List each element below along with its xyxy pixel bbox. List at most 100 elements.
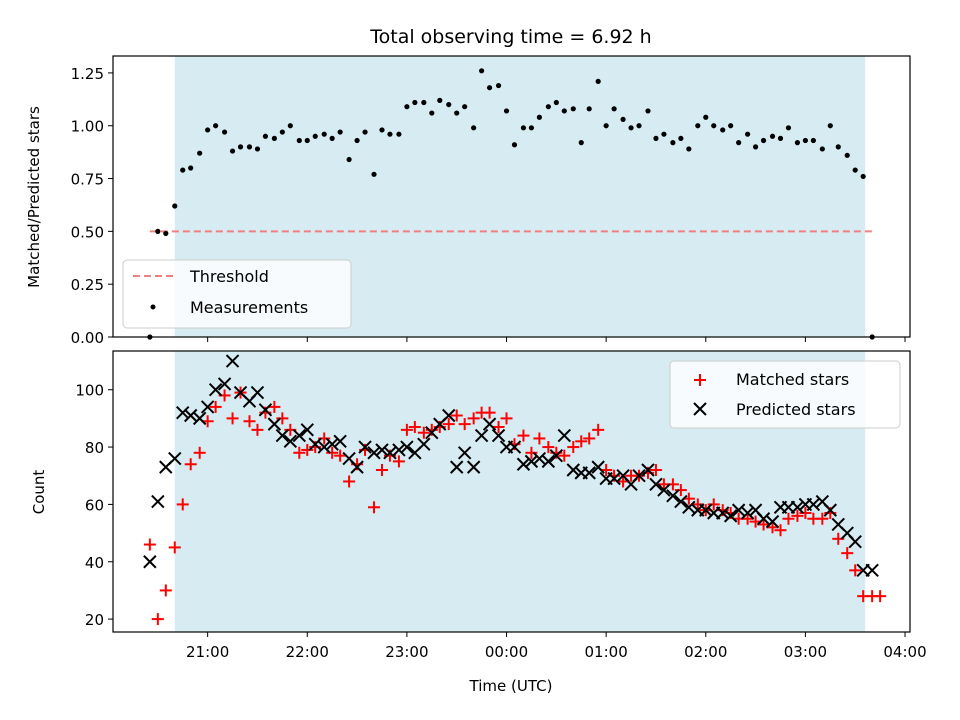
measurement-point [603,123,609,129]
matched-point [558,449,571,462]
predicted-point [267,417,282,431]
measurement-point [337,129,343,135]
matched-point [483,406,496,419]
count-y-ticks: 20 40 60 80 100 [75,382,113,629]
x-tick-label: 02:00 [684,643,727,661]
legend-predicted-swatch [693,402,707,416]
ratio-marks [147,68,875,340]
measurement-point [354,137,360,144]
matched-point [184,458,197,471]
measurement-point [570,106,576,112]
measurement-point [678,135,684,141]
predicted-point [225,354,240,368]
predicted-point [674,494,688,509]
predicted-point [491,428,506,443]
predicted-point [208,383,223,397]
matched-point [159,584,172,597]
matched-point [268,400,281,413]
matched-point [691,498,704,511]
measurement-point [404,104,410,110]
measurement-point [329,135,335,141]
measurement-point [229,148,236,154]
measurement-point [279,129,285,135]
predicted-point [283,434,298,449]
measurement-point [205,127,211,133]
measurement-point [636,123,642,129]
measurement-point [371,171,377,177]
matched-point [799,507,812,520]
measurement-point [237,144,244,150]
predicted-point [731,503,746,517]
predicted-point [383,446,397,460]
measurement-point [760,137,767,144]
measurement-point [503,108,510,114]
y-tick-label: 0.00 [71,329,104,347]
measurement-point [835,144,841,150]
measurement-point [287,123,293,129]
matched-point [326,446,339,459]
legend-threshold-label: Threshold [189,267,269,286]
predicted-point [566,463,580,477]
measurement-point [520,125,527,131]
predicted-point [790,500,805,514]
count-panel: 20 40 60 80 100 21:00 22:00 23:00 00:00 01:00 02:… [30,350,927,695]
matched-point [816,512,829,525]
matched-point [525,446,538,459]
count-x-axis-label: Time (UTC) [469,677,553,695]
predicted-point [217,377,232,391]
predicted-point [723,509,738,523]
predicted-point [641,463,655,477]
matched-point [492,420,505,433]
measurement-point [429,110,435,116]
predicted-point [557,428,572,443]
predicted-point [532,451,547,466]
measurement-point [736,140,742,146]
count-legend: Matched stars Predicted stars [669,360,901,429]
matched-point [567,441,580,454]
legend-measurements-swatch [150,304,156,310]
predicted-point [632,469,646,483]
measurement-point [495,82,502,89]
measurement-point [486,85,493,91]
x-tick-label: 23:00 [385,643,428,661]
x-tick-label: 04:00 [883,643,926,661]
y-tick-label: 40 [85,554,104,572]
measurement-point [362,129,368,135]
predicted-point [591,460,605,474]
predicted-point [740,506,755,520]
measurement-point [628,125,634,131]
count-y-axis-label: Count [30,470,48,515]
legend-matched-label: Matched stars [736,370,849,389]
predicted-point [400,440,414,454]
measurement-point [586,106,592,112]
predicted-point [466,460,481,474]
measurement-point [827,123,833,129]
measurement-point [446,101,452,108]
matched-point [301,443,314,456]
measurement-point [321,131,327,137]
predicted-point [474,428,489,443]
matched-point [392,455,405,468]
predicted-point [358,440,372,454]
measurement-point [769,133,776,139]
matched-point [841,547,854,560]
predicted-point [258,403,273,417]
matched-point [276,412,289,425]
measurement-point [221,129,228,135]
measurement-point [246,144,253,150]
x-tick-label: 21:00 [186,643,229,661]
measurement-point [271,135,277,141]
matched-point [417,426,430,439]
ratio-legend: Threshold Measurements [122,259,352,329]
predicted-point [350,460,364,474]
measurement-point [479,68,485,74]
measurement-point [819,146,825,152]
measurement-point [794,140,801,146]
measurement-point [695,123,701,129]
predicted-stars-series [143,354,879,578]
measurement-point [312,133,318,139]
matched-point [791,509,804,522]
matched-point [442,418,455,431]
predicted-point [507,440,522,454]
